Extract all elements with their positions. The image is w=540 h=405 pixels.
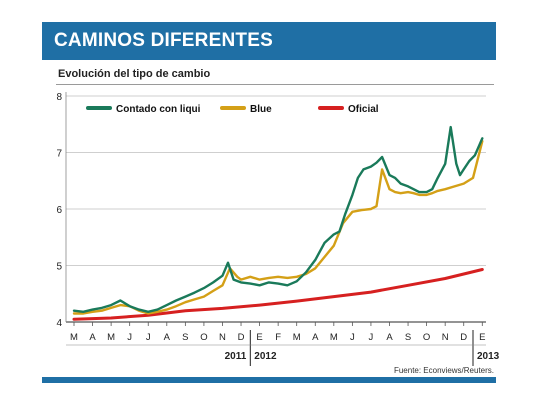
x-tick-label: J [127, 332, 132, 343]
series-line-blue [72, 140, 484, 315]
source-note: Fuente: Econviews/Reuters. [393, 366, 494, 375]
x-tick-label: O [200, 332, 207, 343]
x-tick-label: E [256, 332, 262, 343]
year-label: 2012 [254, 351, 277, 362]
year-label: 2011 [225, 351, 247, 362]
x-tick-label: J [146, 332, 151, 343]
x-tick-label: O [423, 332, 430, 343]
x-tick-label: M [107, 332, 115, 343]
x-tick-label: M [293, 332, 301, 343]
x-tick-label: N [442, 332, 449, 343]
chart-header-bar: CAMINOS DIFERENTES [42, 22, 496, 60]
x-tick-label: M [70, 332, 78, 343]
x-tick-label: S [182, 332, 188, 343]
y-tick-label: 8 [56, 92, 62, 103]
legend-label: Oficial [348, 104, 379, 115]
y-tick-label: 4 [56, 318, 62, 329]
x-tick-label: A [312, 332, 319, 343]
x-tick-label: J [350, 332, 355, 343]
y-tick-label: 7 [56, 149, 62, 160]
x-tick-label: D [460, 332, 467, 343]
footer-bar [42, 377, 496, 383]
x-tick-label: N [219, 332, 226, 343]
x-tick-label: F [275, 332, 281, 343]
series-line-contado-con-liqui [72, 125, 484, 313]
chart-subtitle: Evolución del tipo de cambio [58, 68, 211, 80]
x-tick-label: A [386, 332, 393, 343]
x-tick-label: A [89, 332, 96, 343]
x-tick-label: E [479, 332, 485, 343]
x-tick-label: M [330, 332, 338, 343]
x-tick-label: A [164, 332, 171, 343]
y-tick-label: 5 [56, 262, 62, 273]
x-tick-label: S [405, 332, 411, 343]
legend-label: Blue [250, 104, 272, 115]
legend-label: Contado con liqui [116, 104, 201, 115]
y-tick-label: 6 [56, 205, 62, 216]
x-tick-label: J [369, 332, 374, 343]
year-label: 2013 [477, 351, 500, 362]
series-line-oficial [72, 268, 484, 321]
subtitle-divider [56, 84, 494, 85]
x-tick-label: D [238, 332, 245, 343]
chart-title: CAMINOS DIFERENTES [54, 30, 273, 51]
